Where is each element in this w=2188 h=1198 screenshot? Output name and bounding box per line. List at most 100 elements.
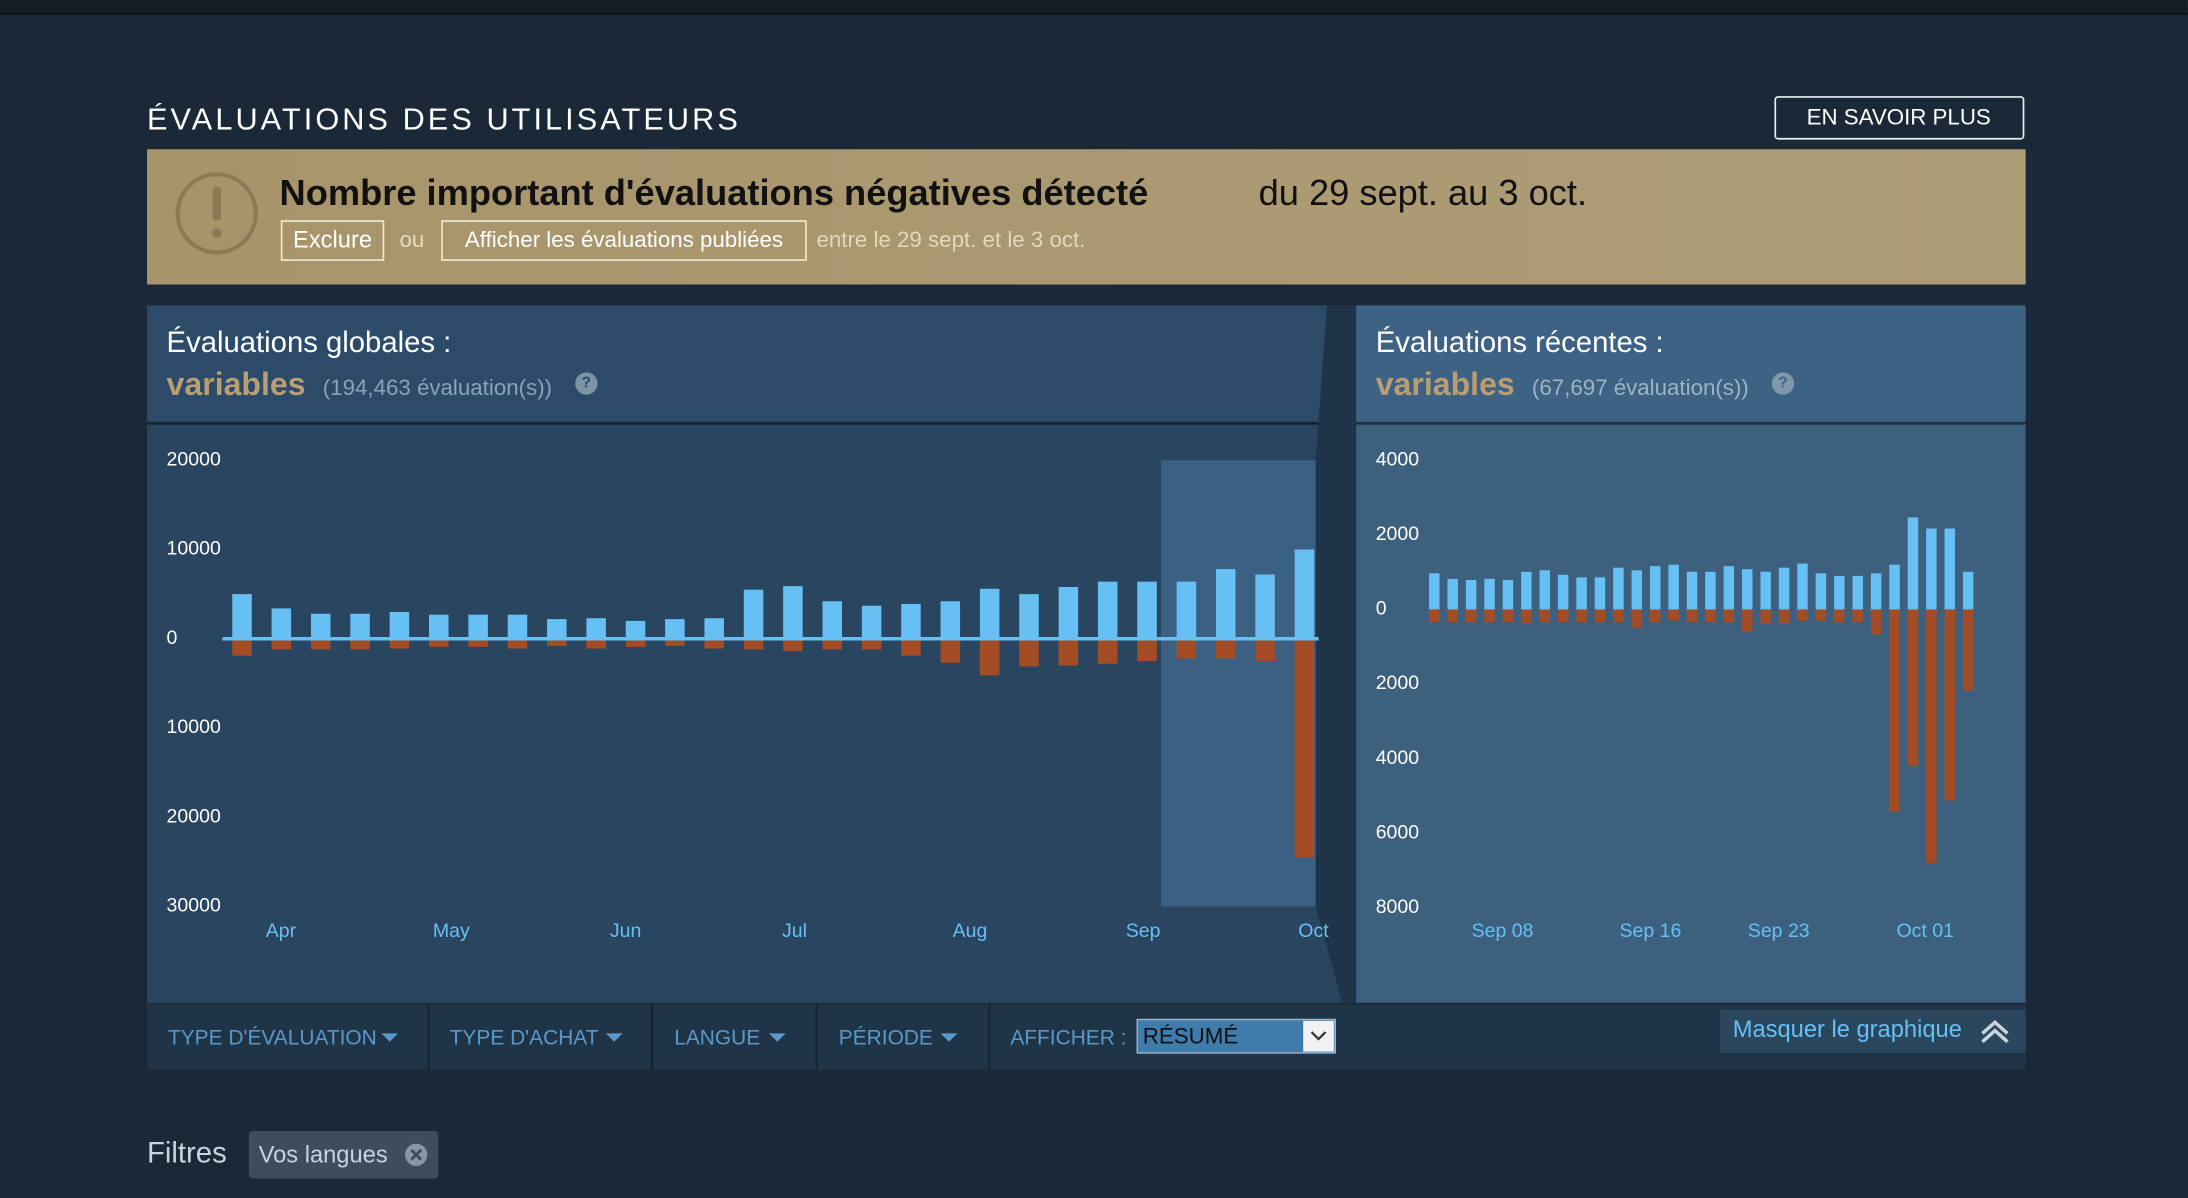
y-tick-label: 30000 [167,895,221,917]
y-tick-label: 10000 [167,538,221,560]
dropdown-arrow[interactable] [769,1033,786,1042]
bar [232,594,252,639]
filter-period[interactable]: PÉRIODE [839,1027,933,1050]
bar [1797,563,1808,610]
x-tick-label: Apr [266,920,297,942]
help-mark[interactable]: ? [582,375,591,392]
bar [861,605,882,639]
bar [1889,564,1900,610]
bar [940,638,961,663]
y-tick-label: 2000 [1376,523,1420,545]
display-select[interactable] [1136,1018,1336,1054]
bar [1215,569,1236,639]
collapse-icon[interactable] [1981,1019,2009,1035]
bar [350,613,370,639]
bar [1962,571,1974,610]
bar [586,638,606,649]
filters-label: Filtres [147,1137,227,1170]
bar [1097,581,1118,639]
y-tick-label: 6000 [1376,821,1420,843]
bar [389,611,410,639]
filter-purchase-type[interactable]: TYPE D'ACHAT [450,1027,599,1050]
bar [507,638,528,649]
bar [586,618,606,639]
top-strip [0,0,2188,14]
recent-panel-header [1356,305,2026,423]
exclude-button[interactable] [280,220,385,261]
select-button[interactable] [1303,1020,1334,1052]
y-tick-label: 2000 [1376,672,1420,694]
bar [1649,609,1661,623]
bar [1539,570,1550,610]
x-tick-label: Oct [1298,920,1329,942]
bar [1429,609,1440,623]
learn-more-label[interactable]: EN SAVOIR PLUS [1807,104,1991,129]
warning-icon-bar [212,186,221,221]
chip-remove-x[interactable] [410,1148,423,1161]
collapse-icon[interactable] [1981,1028,2009,1044]
bar [1926,609,1937,864]
bar [1429,573,1440,610]
bar [1631,570,1643,610]
dropdown-arrow[interactable] [605,1033,623,1042]
bar [1557,609,1569,623]
filter-chip[interactable] [248,1131,439,1179]
bar [1465,609,1477,623]
x-tick-label: Sep 16 [1619,920,1681,942]
bar [507,614,528,639]
recent-range-highlight [1160,460,1316,907]
display-value[interactable]: RÉSUMÉ [1143,1024,1238,1049]
bar [310,613,331,639]
bar [1723,566,1735,610]
help-icon[interactable] [1771,372,1795,395]
rating: variables [1376,366,1515,402]
bar [1019,638,1039,667]
hide-graph-label[interactable]: Masquer le graphique [1733,1017,1962,1043]
filter-review-type[interactable]: TYPE D'ÉVALUATION [168,1027,377,1050]
bar [1447,609,1458,623]
bar [979,638,1000,676]
warning-title: Nombre important d'évaluations négatives… [280,172,1149,213]
bar [1484,609,1495,623]
bar [1926,528,1937,610]
bar [1631,609,1643,628]
filter-language[interactable]: LANGUE [674,1027,760,1050]
bar [1594,577,1606,610]
dropdown-arrow[interactable] [940,1033,958,1042]
bar [625,638,646,647]
bar [1834,575,1845,610]
bar [861,638,882,650]
bar [1815,573,1827,610]
show-button[interactable] [441,220,807,261]
bar [1815,609,1827,621]
bar [1557,574,1569,610]
bar [1852,575,1863,610]
warning-banner [147,149,2026,285]
show-label[interactable]: Afficher les évaluations publiées [465,227,783,252]
x-tick-label: Sep 23 [1748,920,1810,942]
y-tick-label: 10000 [167,716,221,738]
bar [1176,581,1197,639]
exclude-label[interactable]: Exclure [293,228,372,254]
bar [1019,594,1039,639]
filter-chip-label[interactable]: Vos langues [259,1142,388,1168]
hide-graph-button[interactable] [1720,1009,2026,1053]
help-icon[interactable] [575,372,598,395]
global-panel-header [147,305,1355,423]
warning-icon [175,172,258,255]
warning-icon-dot [211,228,222,238]
filter-separators [427,1004,991,1070]
bar [1723,609,1735,623]
rating: variables [167,366,306,402]
bar [1484,578,1495,610]
dropdown-arrow[interactable] [381,1033,399,1042]
help-mark[interactable]: ? [1778,375,1787,392]
bar [1705,609,1716,623]
bar [1889,609,1900,812]
bar [1255,638,1275,662]
learn-more-button[interactable] [1774,96,2025,140]
bar [1521,609,1532,624]
select-chevron[interactable] [1310,1031,1327,1041]
